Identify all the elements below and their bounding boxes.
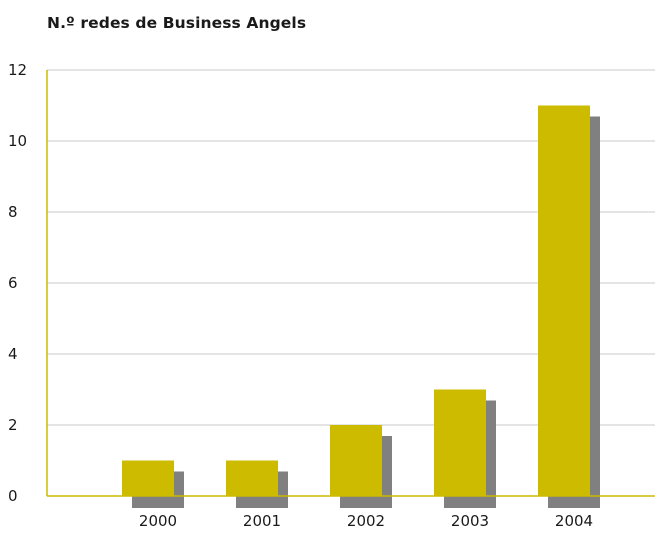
bar-2002 (330, 425, 382, 496)
y-tick-label-6: 6 (8, 274, 18, 292)
x-tick-label-2003: 2003 (451, 512, 489, 530)
bar-shadow-base-2003 (444, 496, 496, 508)
y-tick-label-12: 12 (8, 61, 27, 79)
bar-shadow-2001 (278, 471, 288, 496)
y-tick-label-0: 0 (8, 487, 18, 505)
bars (122, 105, 600, 508)
bar-shadow-base-2001 (236, 496, 288, 508)
bar-shadow-base-2004 (548, 496, 600, 508)
tick-labels: 0 2 4 6 8 10 12 2000 2001 2002 2003 2004 (8, 61, 593, 530)
chart-title: N.º redes de Business Angels (47, 14, 307, 32)
bar-shadow-2002 (382, 436, 392, 496)
bar-shadow-base-2002 (340, 496, 392, 508)
y-tick-label-2: 2 (8, 416, 18, 434)
y-tick-label-10: 10 (8, 132, 27, 150)
bar-2004 (538, 105, 590, 496)
y-tick-label-8: 8 (8, 203, 18, 221)
axes (46, 70, 655, 497)
x-tick-label-2001: 2001 (243, 512, 281, 530)
bar-shadow-2000 (174, 471, 184, 496)
bar-shadow-base-2000 (132, 496, 184, 508)
bar-shadow-2003 (486, 400, 496, 496)
x-tick-label-2000: 2000 (139, 512, 177, 530)
bar-2000 (122, 460, 174, 496)
x-tick-label-2004: 2004 (555, 512, 593, 530)
bar-2003 (434, 389, 486, 496)
x-tick-label-2002: 2002 (347, 512, 385, 530)
bar-2001 (226, 460, 278, 496)
bar-shadow-2004 (590, 116, 600, 496)
y-tick-label-4: 4 (8, 345, 18, 363)
